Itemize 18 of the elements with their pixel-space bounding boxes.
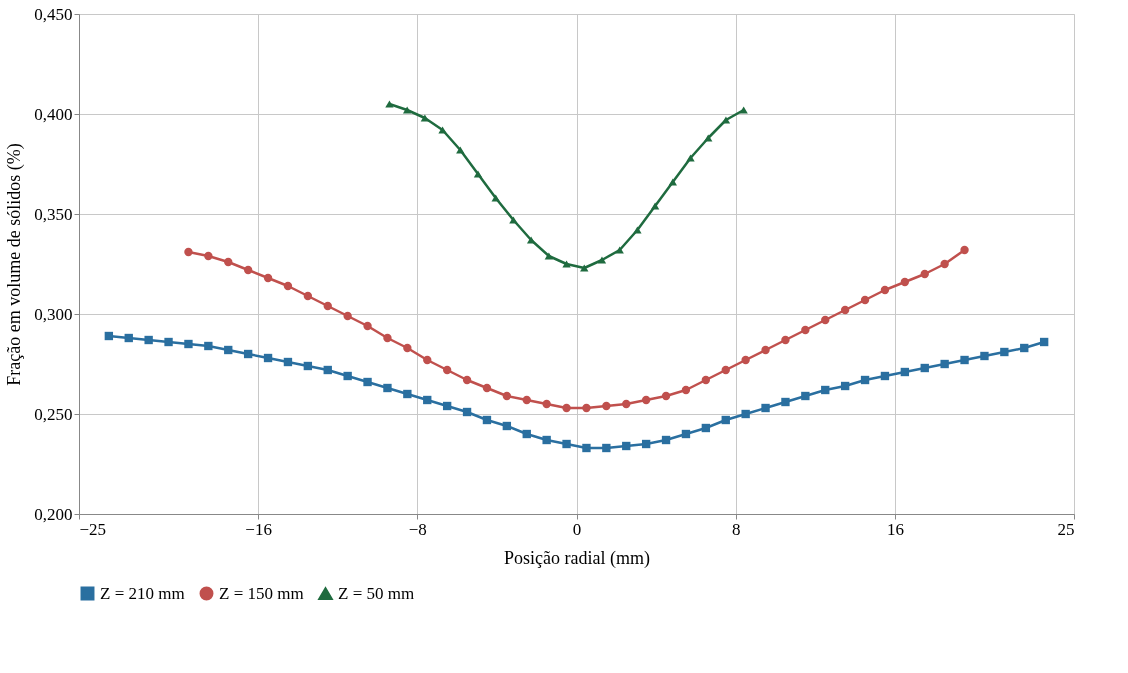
x-axis-title: Posição radial (mm) <box>504 547 650 569</box>
x-tick-label: 8 <box>731 519 741 539</box>
x-tick-label: −8 <box>408 519 427 539</box>
y-axis-title: Fração em volume de sólidos (%) <box>4 143 26 386</box>
y-tick-label: 0,250 <box>34 404 73 424</box>
legend-label: Z = 210 mm <box>100 583 185 603</box>
x-tick-label: 0 <box>572 519 582 539</box>
y-tick-label: 0,350 <box>34 204 73 224</box>
y-tick-label: 0,200 <box>34 504 73 524</box>
y-tick-label: 0,450 <box>34 4 73 24</box>
x-tick-label: −25 <box>79 519 107 539</box>
x-tick-label: 25 <box>1057 519 1075 539</box>
legend-label: Z = 150 mm <box>219 583 304 603</box>
x-tick-label: 16 <box>886 519 904 539</box>
x-tick-label: −16 <box>245 519 272 539</box>
y-tick-label: 0,400 <box>34 104 73 124</box>
legend-label: Z = 50 mm <box>338 583 415 603</box>
y-tick-label: 0,300 <box>34 304 73 324</box>
